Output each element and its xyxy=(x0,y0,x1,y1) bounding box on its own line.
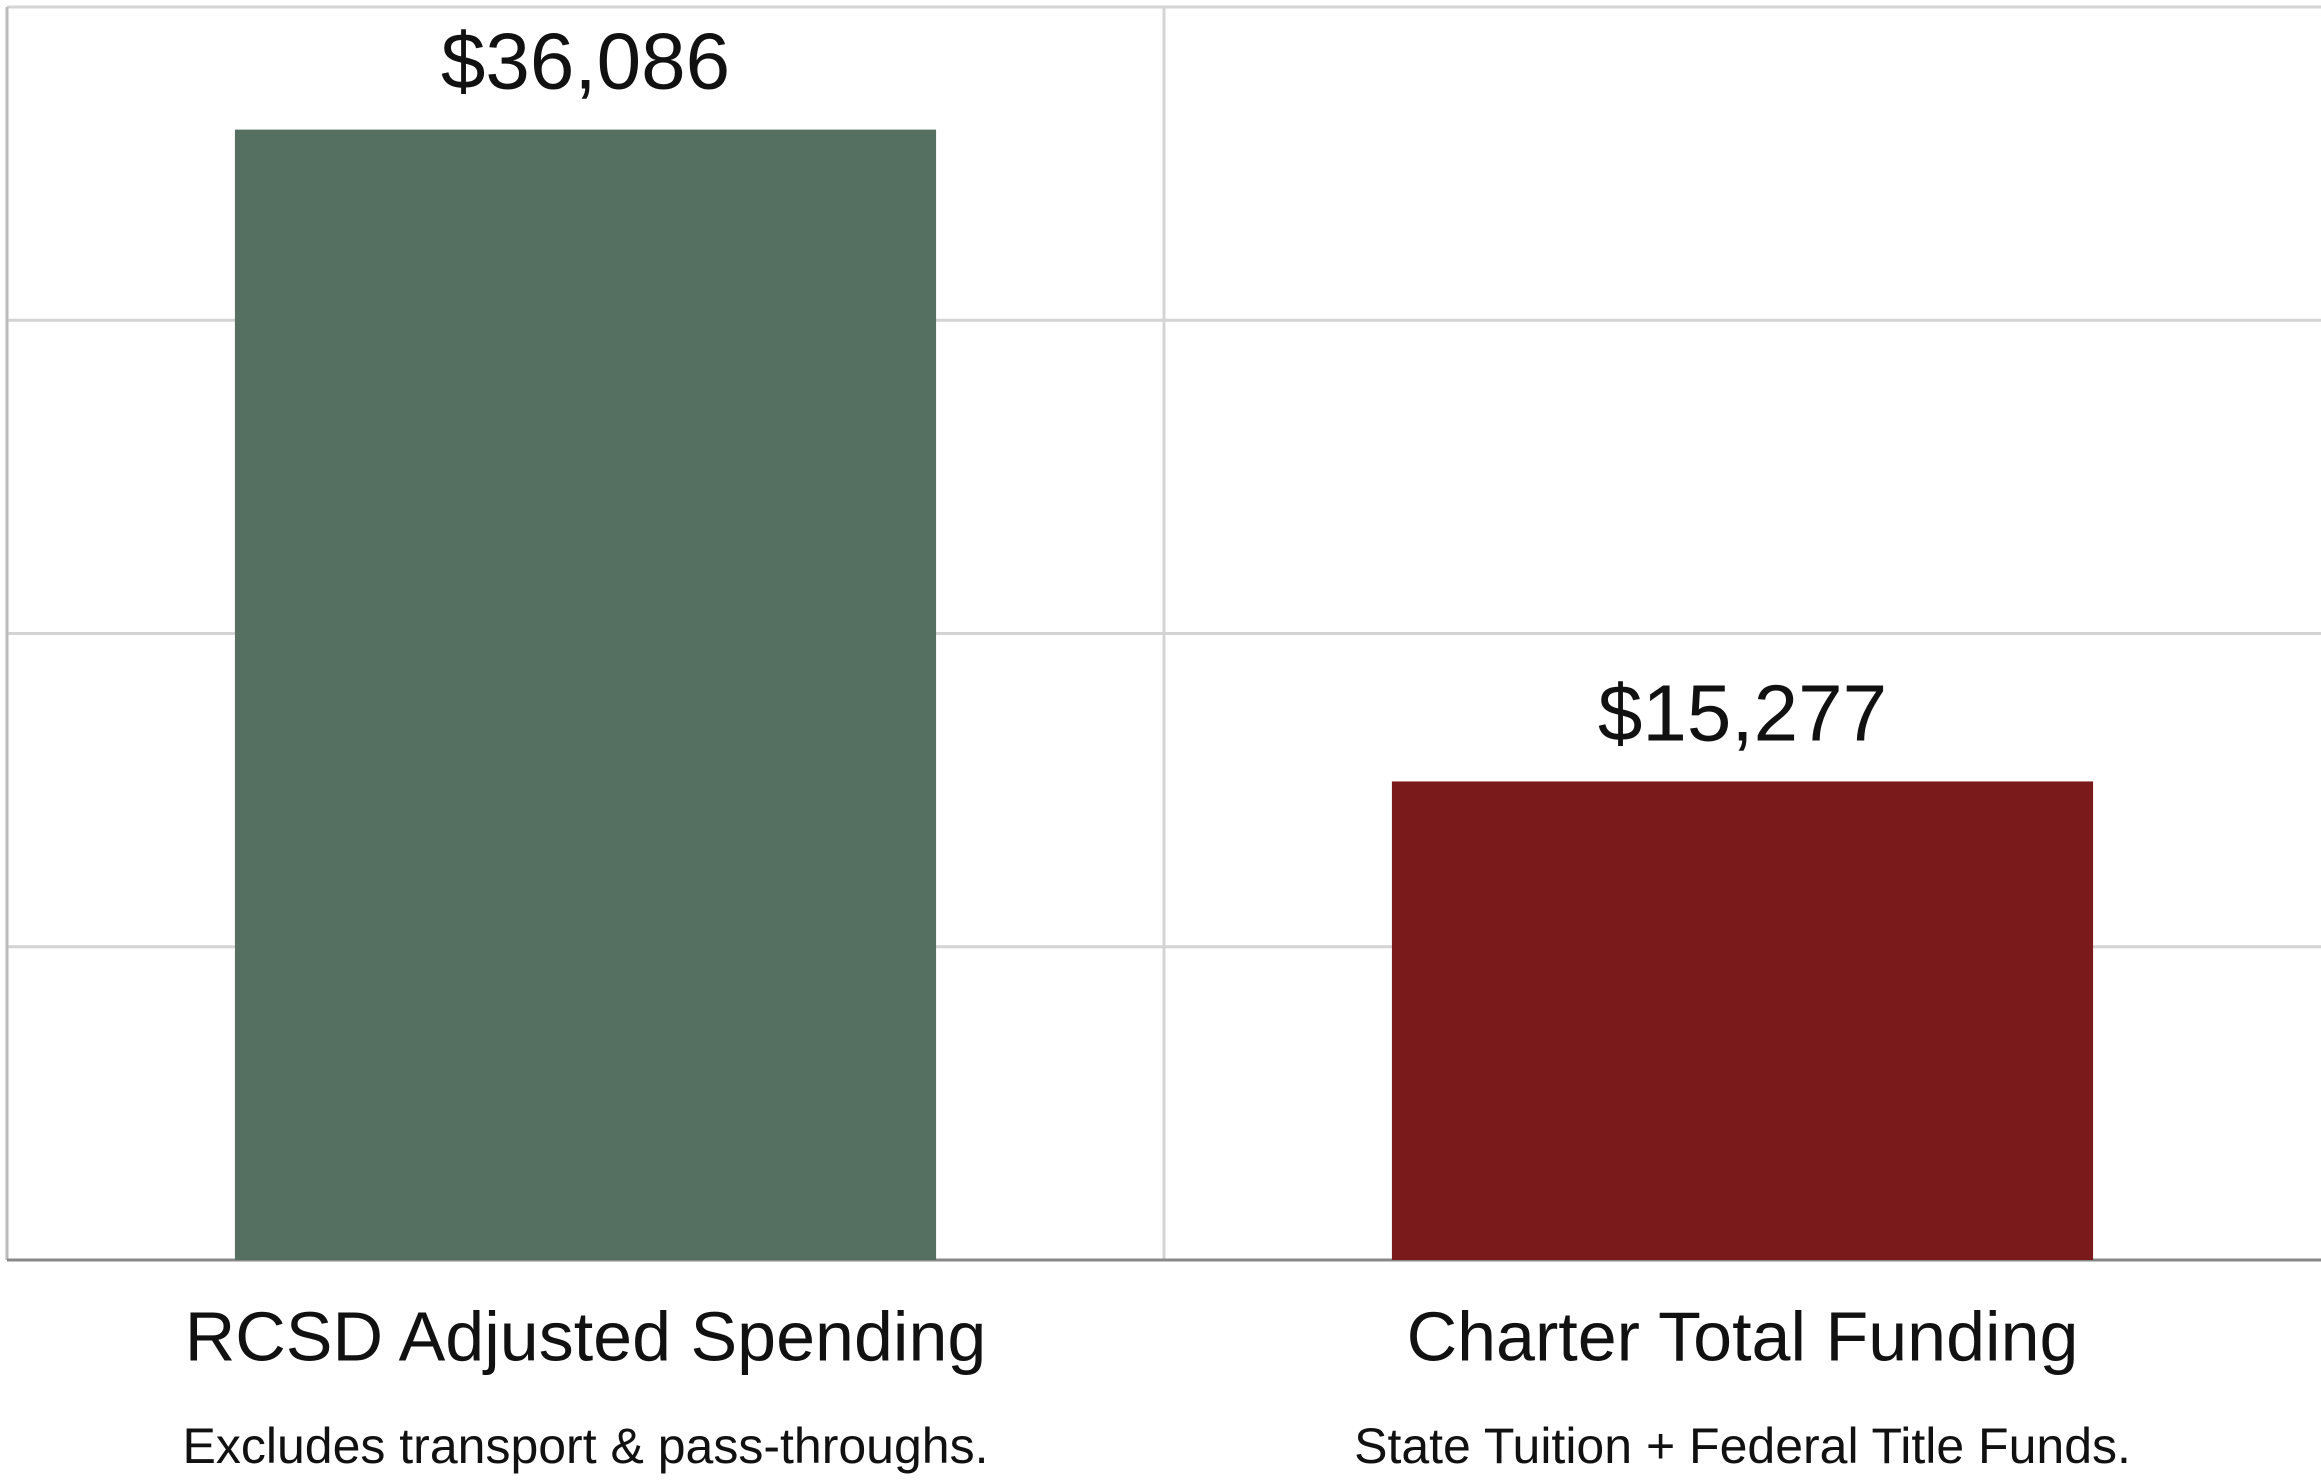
bar xyxy=(1391,781,2094,1260)
value-label: $36,086 xyxy=(441,17,730,106)
bar xyxy=(234,129,937,1260)
x-tick-label: RCSD Adjusted Spending xyxy=(185,1297,987,1375)
x-tick-label: Charter Total Funding xyxy=(1407,1297,2079,1375)
category-note: State Tuition + Federal Title Funds. xyxy=(1354,1418,2131,1474)
category-note: Excludes transport & pass-throughs. xyxy=(183,1418,989,1474)
value-label: $15,277 xyxy=(1598,669,1887,758)
